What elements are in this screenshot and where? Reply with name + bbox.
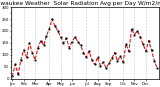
Title: Milwaukee Weather  Solar Radiation Avg per Day W/m2/minute: Milwaukee Weather Solar Radiation Avg pe… <box>0 1 160 6</box>
